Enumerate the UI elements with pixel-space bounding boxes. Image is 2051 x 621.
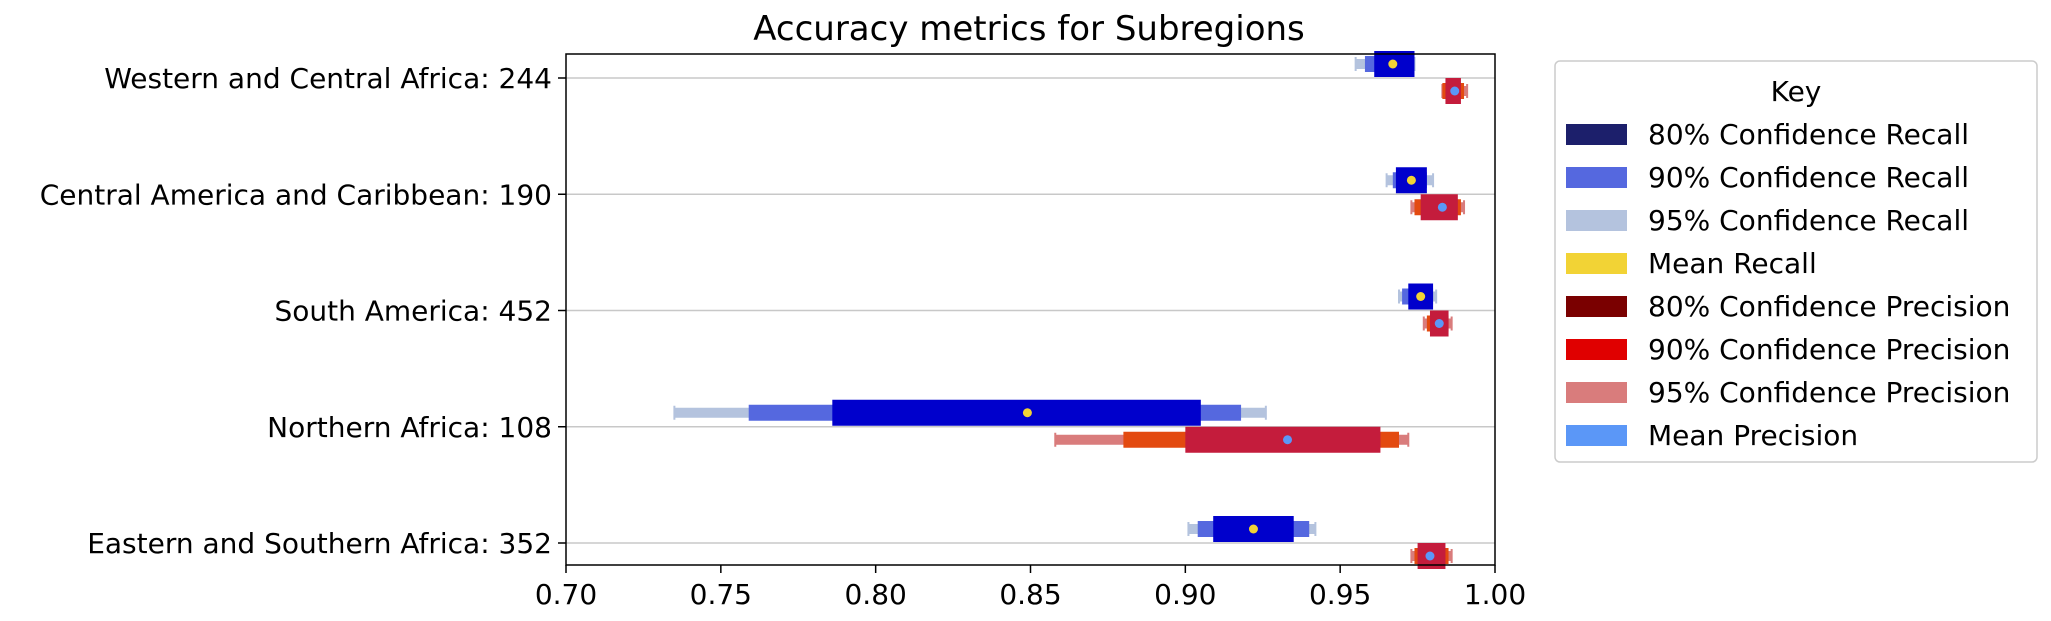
precision-mean-point xyxy=(1450,86,1460,96)
x-axis: 0.70 0.75 0.80 0.85 0.90 0.95 1.00 xyxy=(535,565,1526,611)
legend-label-pmean: Mean Precision xyxy=(1648,419,1858,452)
legend: Key 80% Confidence Recall 90% Confidence … xyxy=(1554,60,2038,463)
legend-label-p95: 95% Confidence Precision xyxy=(1648,376,2010,409)
legend-label-rmean: Mean Recall xyxy=(1648,247,1817,280)
interval-marks xyxy=(673,51,1469,569)
legend-box xyxy=(1554,60,2038,463)
x-tick-label: 0.70 xyxy=(535,578,597,611)
precision-mean-point xyxy=(1434,319,1444,328)
precision-mean-point xyxy=(1425,551,1435,561)
x-tick-label: 0.85 xyxy=(999,578,1061,611)
recall-mean-point xyxy=(1388,59,1398,69)
legend-swatch-p80 xyxy=(1566,296,1627,317)
legend-swatch-rmean xyxy=(1566,253,1627,274)
y-tick-label: South America: 452 xyxy=(274,295,552,328)
legend-title: Key xyxy=(1771,75,1822,108)
legend-label-p80: 80% Confidence Precision xyxy=(1648,290,2010,323)
y-tick-label: Western and Central Africa: 244 xyxy=(104,62,552,95)
gridlines xyxy=(566,77,1495,544)
legend-swatch-p95 xyxy=(1566,382,1627,403)
x-tick-label: 0.75 xyxy=(690,578,752,611)
x-tick-label: 0.90 xyxy=(1154,578,1216,611)
chart-title: Accuracy metrics for Subregions xyxy=(753,9,1305,49)
y-axis: Western and Central Africa: 244 Central A… xyxy=(40,62,566,560)
legend-label-r95: 95% Confidence Recall xyxy=(1648,204,1969,237)
y-tick-label: Central America and Caribbean: 190 xyxy=(40,178,552,211)
recall-mean-point xyxy=(1416,292,1426,301)
recall-mean-point xyxy=(1248,524,1258,534)
recall-mean-point xyxy=(1406,175,1416,185)
recall-80-interval xyxy=(832,399,1201,426)
legend-swatch-r80 xyxy=(1566,124,1627,145)
recall-mean-point xyxy=(1022,408,1032,418)
precision-80-interval xyxy=(1185,426,1381,453)
precision-mean-point xyxy=(1437,202,1447,212)
precision-mean-point xyxy=(1283,435,1293,445)
legend-label-r80: 80% Confidence Recall xyxy=(1648,118,1969,151)
legend-swatch-pmean xyxy=(1566,425,1627,446)
y-tick-label: Eastern and Southern Africa: 352 xyxy=(87,527,552,560)
plot-frame xyxy=(565,53,1496,566)
x-tick-label: 0.80 xyxy=(844,578,906,611)
x-tick-label: 1.00 xyxy=(1464,578,1526,611)
legend-label-r90: 90% Confidence Recall xyxy=(1648,161,1969,194)
legend-swatch-r90 xyxy=(1566,167,1627,188)
legend-swatch-p90 xyxy=(1566,339,1627,360)
legend-label-p90: 90% Confidence Precision xyxy=(1648,333,2010,366)
legend-swatch-r95 xyxy=(1566,210,1627,231)
y-tick-label: Northern Africa: 108 xyxy=(267,411,552,444)
x-tick-label: 0.95 xyxy=(1309,578,1371,611)
